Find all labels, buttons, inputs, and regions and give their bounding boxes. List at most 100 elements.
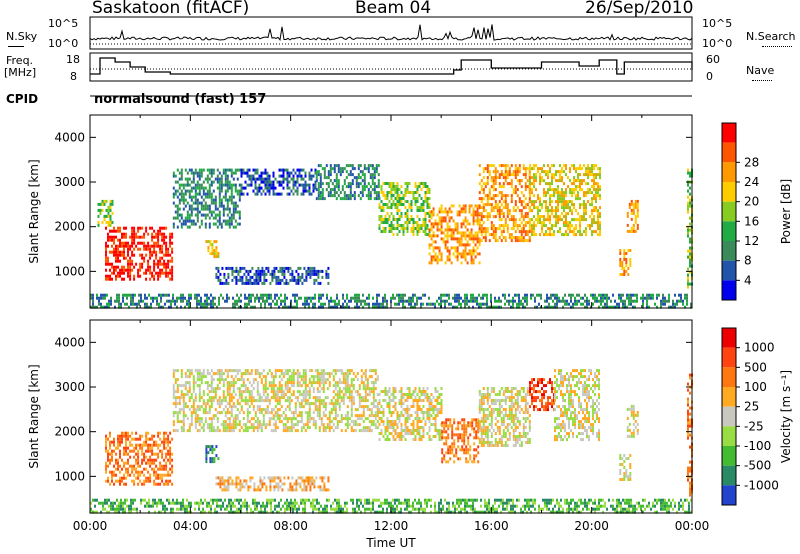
- data-cell: [186, 183, 189, 187]
- data-cell: [218, 372, 221, 376]
- data-cell: [300, 417, 303, 421]
- data-cell: [402, 203, 405, 206]
- data-cell: [194, 426, 197, 430]
- data-cell: [107, 262, 109, 266]
- data-cell: [210, 213, 213, 217]
- data-cell: [280, 387, 283, 391]
- data-cell: [327, 266, 330, 270]
- data-cell: [561, 167, 563, 171]
- data-cell: [516, 302, 518, 306]
- data-cell: [169, 440, 172, 444]
- data-cell: [248, 296, 250, 300]
- data-cell: [121, 235, 123, 239]
- data-cell: [259, 269, 262, 273]
- data-cell: [212, 426, 215, 430]
- data-cell: [266, 183, 269, 187]
- data-cell: [224, 378, 227, 382]
- data-cell: [163, 434, 166, 438]
- colorbar-tick-label: 4: [744, 273, 752, 287]
- data-cell: [194, 414, 197, 418]
- data-cell: [442, 240, 445, 244]
- data-cell: [194, 396, 197, 400]
- data-cell: [500, 299, 502, 303]
- data-cell: [184, 177, 187, 181]
- data-cell: [304, 393, 307, 397]
- data-cell: [278, 387, 281, 391]
- data-cell: [194, 399, 197, 403]
- data-cell: [234, 210, 237, 214]
- data-cell: [157, 244, 160, 248]
- data-cell: [492, 188, 495, 192]
- data-cell: [325, 164, 328, 168]
- data-cell: [480, 197, 483, 201]
- data-cell: [184, 372, 187, 376]
- data-cell: [137, 449, 140, 453]
- data-cell: [599, 185, 601, 189]
- data-cell: [575, 224, 577, 228]
- data-cell: [228, 411, 231, 415]
- data-cell: [384, 305, 386, 309]
- data-cell: [107, 259, 109, 263]
- data-cell: [296, 305, 298, 309]
- data-cell: [206, 384, 209, 388]
- data-cell: [284, 168, 287, 172]
- data-cell: [526, 215, 529, 219]
- data-cell: [143, 271, 146, 275]
- data-cell: [248, 299, 250, 303]
- data-cell: [432, 231, 435, 235]
- data-cell: [597, 167, 599, 171]
- data-cell: [422, 182, 425, 185]
- data-cell: [392, 185, 395, 188]
- data-cell: [264, 375, 267, 379]
- data-cell: [308, 387, 311, 391]
- data-cell: [222, 372, 225, 376]
- data-cell: [339, 170, 342, 174]
- data-cell: [512, 299, 514, 303]
- data-cell: [312, 186, 315, 190]
- data-cell: [306, 393, 309, 397]
- data-cell: [662, 293, 664, 297]
- data-cell: [315, 188, 318, 192]
- data-cell: [386, 221, 389, 224]
- data-cell: [266, 405, 269, 409]
- data-cell: [284, 381, 287, 385]
- data-cell: [494, 299, 496, 303]
- data-cell: [498, 227, 501, 231]
- data-cell: [551, 200, 553, 204]
- data-cell: [107, 223, 110, 227]
- data-cell: [472, 258, 475, 262]
- data-cell: [206, 296, 208, 300]
- data-cell: [500, 212, 503, 216]
- data-cell: [545, 170, 547, 174]
- data-cell: [492, 227, 495, 231]
- data-cell: [294, 411, 297, 415]
- data-cell: [341, 167, 344, 171]
- data-cell: [414, 203, 417, 206]
- data-cell: [109, 434, 111, 438]
- data-cell: [625, 264, 628, 267]
- data-cell: [316, 378, 319, 382]
- data-cell: [390, 299, 392, 303]
- data-cell: [294, 417, 297, 421]
- data-cell: [174, 381, 177, 385]
- data-cell: [230, 222, 233, 226]
- data-cell: [458, 293, 460, 297]
- data-cell: [476, 210, 479, 214]
- data-cell: [448, 252, 451, 256]
- data-cell: [533, 194, 535, 198]
- data-cell: [529, 218, 531, 222]
- data-cell: [543, 170, 545, 174]
- data-cell: [217, 266, 220, 270]
- data-cell: [254, 378, 257, 382]
- data-cell: [486, 302, 488, 306]
- data-cell: [172, 216, 175, 220]
- data-cell: [190, 195, 193, 199]
- data-cell: [163, 262, 166, 266]
- data-cell: [117, 464, 119, 468]
- data-cell: [563, 206, 565, 210]
- data-cell: [518, 218, 521, 222]
- data-cell: [215, 266, 218, 270]
- data-cell: [502, 224, 505, 228]
- data-cell: [290, 429, 293, 433]
- data-cell: [573, 164, 575, 168]
